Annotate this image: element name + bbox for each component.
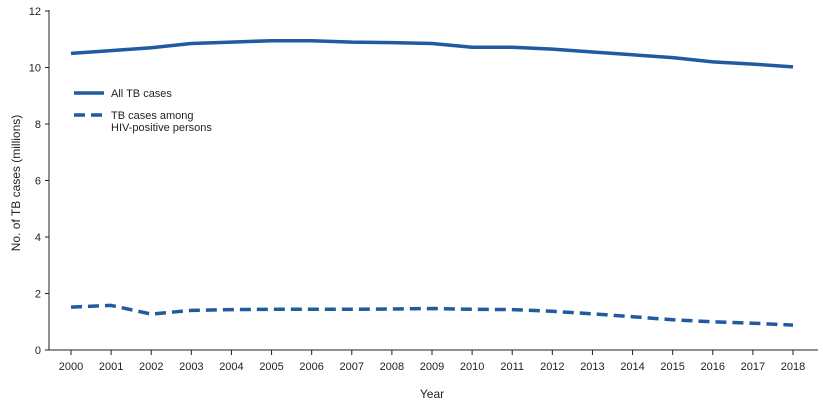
y-axis-title: No. of TB cases (millions) [9, 115, 23, 251]
x-tick-label: 2005 [259, 361, 283, 373]
x-tick-label: 2012 [540, 361, 564, 373]
y-tick-label: 0 [35, 345, 41, 357]
x-tick-label: 2001 [99, 361, 123, 373]
x-tick-label: 2004 [219, 361, 243, 373]
x-tick-label: 2002 [139, 361, 163, 373]
y-tick-label: 10 [29, 63, 41, 75]
series-line-tb-hiv-positive [70, 303, 794, 327]
legend-label: HIV-positive persons [111, 122, 212, 134]
x-tick-label: 2014 [620, 361, 644, 373]
y-tick-label: 12 [29, 6, 41, 18]
y-tick-label: 4 [35, 232, 41, 244]
series-line-all-tb-cases [70, 38, 794, 69]
x-tick-label: 2000 [59, 361, 83, 373]
y-tick-label: 8 [35, 119, 41, 131]
x-tick-label: 2006 [299, 361, 323, 373]
x-axis-title: Year [420, 387, 444, 401]
legend-label: All TB cases [111, 88, 172, 100]
y-tick-label: 6 [35, 176, 41, 188]
x-tick-label: 2003 [179, 361, 203, 373]
x-tick-label: 2007 [340, 361, 364, 373]
series-group [70, 38, 794, 327]
x-tick-label: 2017 [741, 361, 765, 373]
x-tick-label: 2018 [781, 361, 805, 373]
x-tick-label: 2010 [460, 361, 484, 373]
legend-label: TB cases among [111, 110, 194, 122]
x-tick-label: 2015 [660, 361, 684, 373]
x-tick-label: 2009 [420, 361, 444, 373]
y-axis-ticks: 0 2 4 6 8 10 12 [29, 6, 49, 357]
x-tick-label: 2011 [500, 361, 524, 373]
x-tick-label: 2016 [701, 361, 725, 373]
y-tick-label: 2 [35, 289, 41, 301]
x-tick-label: 2013 [580, 361, 604, 373]
x-tick-label: 2008 [380, 361, 404, 373]
x-axis-ticks: 2000 2001 2002 2003 2004 2005 2006 2007 2008 2009… [59, 350, 805, 373]
